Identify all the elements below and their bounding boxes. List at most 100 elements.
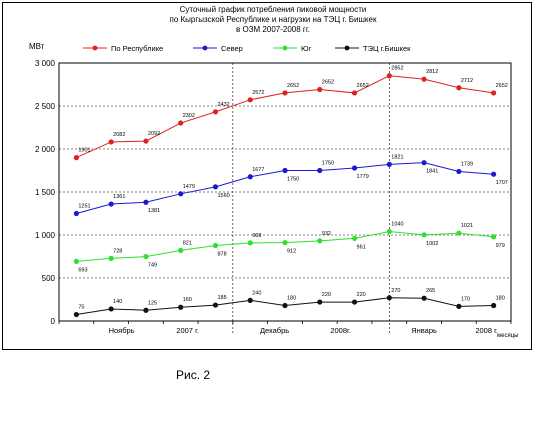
data-point [351, 299, 358, 305]
data-label: 1021 [461, 223, 473, 229]
data-label: 1040 [391, 222, 403, 228]
y-tick-label: 1 500 [35, 188, 56, 197]
data-label: 140 [113, 299, 122, 305]
data-point [386, 73, 392, 79]
y-axis-label: МВт [29, 42, 45, 51]
data-point [73, 258, 79, 265]
data-label: 240 [252, 290, 261, 296]
data-label: 1560 [217, 193, 229, 199]
data-label: 878 [217, 251, 226, 257]
data-label: 1677 [252, 167, 264, 173]
data-point [317, 167, 323, 174]
data-label: 2652 [322, 79, 334, 85]
data-label: 1707 [496, 180, 508, 186]
data-label: 1841 [426, 169, 438, 175]
data-point [421, 160, 427, 166]
data-label: 2852 [391, 66, 403, 72]
data-label: 265 [426, 288, 435, 294]
data-point [491, 302, 497, 309]
data-labels: 1901 2082 2092 2302 2432 2572 2652 2652 2652 2852… [78, 66, 507, 311]
data-label: 1779 [357, 174, 369, 180]
data-label: 1251 [78, 204, 90, 210]
chart-title: Суточный график потребления пиковой мощн… [170, 5, 377, 34]
data-label: 125 [148, 300, 157, 306]
data-label: 1361 [113, 194, 125, 200]
data-point [421, 232, 427, 238]
data-point [212, 302, 219, 308]
grid [59, 62, 511, 335]
data-label: 185 [217, 295, 226, 301]
y-tick-label: 2 000 [35, 145, 56, 154]
data-point [491, 234, 497, 240]
data-point [317, 299, 323, 305]
y-tick-label: 2 500 [35, 102, 56, 111]
data-label: 75 [78, 305, 84, 311]
legend-marker-2 [282, 45, 288, 51]
data-point [421, 76, 427, 82]
figure-caption: Рис. 2 [176, 368, 211, 382]
data-point [491, 90, 497, 96]
data-point [456, 168, 462, 175]
data-point [317, 238, 323, 244]
series-line-0 [76, 75, 494, 159]
month-label: Январь [411, 326, 437, 335]
data-point [178, 191, 184, 197]
data-point [456, 303, 462, 309]
data-point [212, 184, 219, 190]
data-label: 170 [461, 296, 470, 302]
data-label: 2652 [357, 83, 369, 89]
data-point [282, 302, 288, 309]
legend-marker-1 [202, 45, 208, 51]
data-point [212, 109, 219, 115]
legend-marker-0 [92, 45, 98, 51]
data-label: 693 [78, 267, 87, 273]
data-point [317, 86, 323, 93]
month-label: 2008г. [330, 326, 351, 335]
data-label: 961 [357, 244, 366, 250]
data-label: 2812 [426, 69, 438, 75]
data-label: 932 [322, 231, 331, 237]
data-label: 979 [496, 243, 505, 249]
data-point [143, 199, 149, 205]
data-label: 821 [183, 240, 192, 246]
data-label: 908 [252, 233, 261, 239]
data-label: 1750 [287, 177, 299, 183]
series-layer [73, 73, 497, 318]
data-label: 1739 [461, 161, 473, 167]
month-label: Декабрь [260, 326, 289, 335]
data-label: 1750 [322, 161, 334, 167]
data-point [143, 253, 149, 260]
data-point [351, 90, 358, 96]
data-label: 220 [322, 292, 331, 298]
legend-entry: По Республике [111, 44, 163, 53]
data-point [421, 295, 427, 301]
data-point [456, 85, 462, 91]
data-point [212, 242, 219, 249]
legend-entry: ТЭЦ г.Бишкек [363, 44, 411, 53]
data-point [386, 295, 392, 301]
month-label: Ноябрь [109, 326, 135, 335]
data-label: 2302 [183, 113, 195, 119]
data-label: 728 [113, 248, 122, 254]
chart-frame: Суточный график потребления пиковой мощн… [2, 2, 532, 350]
data-point [282, 90, 288, 96]
data-label: 1002 [426, 241, 438, 247]
y-tick-label: 0 [51, 317, 56, 326]
legend-entry: Юг [301, 44, 312, 53]
data-label: 749 [148, 263, 157, 269]
data-label: 2712 [461, 78, 473, 84]
data-point [73, 155, 79, 161]
chart-title-line-1: Суточный график потребления пиковой мощн… [180, 5, 367, 14]
data-label: 2572 [252, 90, 264, 96]
y-tick-label: 1 000 [35, 231, 56, 240]
data-point [108, 201, 114, 207]
data-point [178, 247, 184, 253]
legend: По Республике Север Юг ТЭЦ г.Бишкек [83, 44, 411, 53]
data-point [491, 171, 497, 177]
data-point [143, 307, 149, 313]
data-label: 220 [357, 292, 366, 298]
data-point [247, 297, 253, 303]
data-label: 1479 [183, 184, 195, 190]
data-point [247, 174, 253, 180]
